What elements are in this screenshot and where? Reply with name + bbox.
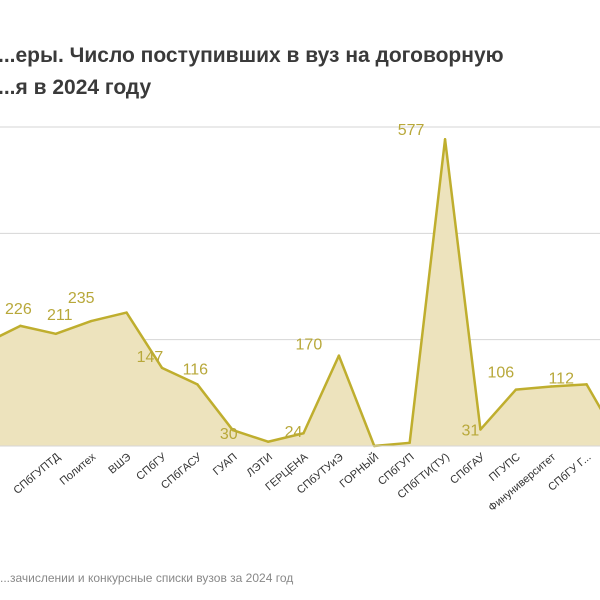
data-label: 112 [548,370,574,387]
data-point [19,324,22,328]
area-fill [0,139,600,446]
x-tick-label: Политех [58,451,99,488]
x-tick-label: СПбГАСУ [159,450,205,491]
x-tick-label: ГУАП [211,451,240,478]
data-point [89,319,93,323]
data-label: 147 [137,349,164,366]
source-note: ...зачислении и конкурсные списки вузов … [0,571,294,585]
data-label: 30 [220,426,238,443]
data-label: 116 [183,361,209,378]
gridlines [0,126,600,341]
data-point [302,432,305,435]
data-label: 577 [398,122,425,139]
data-points [19,138,588,448]
x-tick-label: СПбГАУ [448,450,488,486]
data-point [54,332,57,336]
data-point [585,383,588,386]
chart-title: ...еры. Число поступивших в вуз на догов… [0,40,600,104]
data-label: 31 [462,423,480,440]
chart-title-line-1: ...еры. Число поступивших в вуз на догов… [0,44,504,67]
x-tick-label: СПбГУПТД [11,451,63,497]
data-point [479,428,482,431]
data-label: 106 [487,365,514,382]
data-point [337,354,341,357]
data-point [408,441,411,445]
data-point [550,385,553,388]
x-tick-label: ВШЭ [106,451,133,477]
data-point [514,388,518,391]
data-point [266,440,270,443]
data-point [125,311,128,314]
x-axis-ticks: ...ССПбГУПТДПолитехВШЭСПбГУСПбГАСУГУАПЛЭ… [11,450,593,514]
data-point [443,138,447,141]
data-label: 235 [68,290,95,307]
data-point [160,366,164,370]
x-tick-label: ЛЭТИ [245,451,276,479]
chart-title-line-2: ...я в 2024 году [0,76,152,99]
data-label: 170 [296,337,323,354]
data-label: 24 [285,424,303,441]
data-point [196,383,199,386]
data-point [231,428,234,432]
data-label: 226 [5,301,32,318]
x-tick-label: ГОРНЫЙ [337,450,381,490]
data-label: 211 [47,307,73,324]
